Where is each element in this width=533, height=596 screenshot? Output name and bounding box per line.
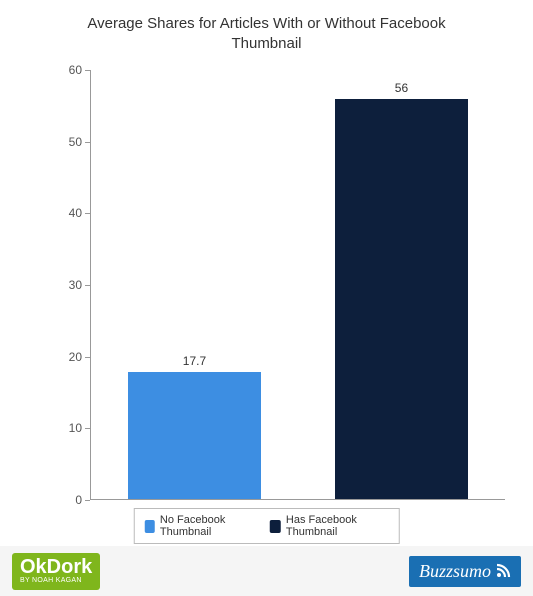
legend-swatch [144,520,155,533]
chart-area: 0102030405060 17.756 [60,70,505,500]
footer: OkDork BY NOAH KAGAN Buzzsumo [0,546,533,596]
legend: No Facebook Thumbnail Has Facebook Thumbn… [133,508,400,544]
chart-container: Average Shares for Articles With or With… [0,0,533,596]
buzzsumo-logo: Buzzsumo [409,556,521,587]
legend-item: Has Facebook Thumbnail [270,514,389,538]
legend-swatch [270,520,281,533]
y-tick-label: 60 [69,63,82,77]
y-axis: 0102030405060 [60,70,90,500]
y-tick-label: 10 [69,421,82,435]
bar-value-label: 56 [335,81,467,95]
y-tick-mark [85,500,90,501]
y-tick-label: 50 [69,135,82,149]
bar-value-label: 17.7 [128,354,260,368]
buzzsumo-logo-text: Buzzsumo [419,561,491,582]
y-tick-label: 30 [69,278,82,292]
okdork-logo-main: OkDork [20,556,92,578]
okdork-logo: OkDork BY NOAH KAGAN [12,553,100,590]
bar: 56 [335,99,467,499]
y-tick-label: 20 [69,350,82,364]
plot-area: 17.7 56 [90,70,505,500]
chart-title: Average Shares for Articles With or With… [0,0,533,53]
legend-label: Has Facebook Thumbnail [286,514,389,538]
y-tick-label: 40 [69,206,82,220]
legend-item: No Facebook Thumbnail [144,514,258,538]
legend-label: No Facebook Thumbnail [160,514,258,538]
okdork-logo-sub: BY NOAH KAGAN [20,577,92,584]
bar: 17.7 [128,372,260,499]
y-tick-label: 0 [75,493,82,507]
rss-icon [495,563,511,579]
